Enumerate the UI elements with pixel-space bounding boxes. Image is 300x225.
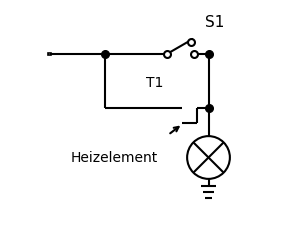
Text: Heizelement: Heizelement xyxy=(70,151,158,164)
Text: S1: S1 xyxy=(205,15,224,30)
Text: T1: T1 xyxy=(146,76,163,90)
Bar xyxy=(48,52,51,55)
